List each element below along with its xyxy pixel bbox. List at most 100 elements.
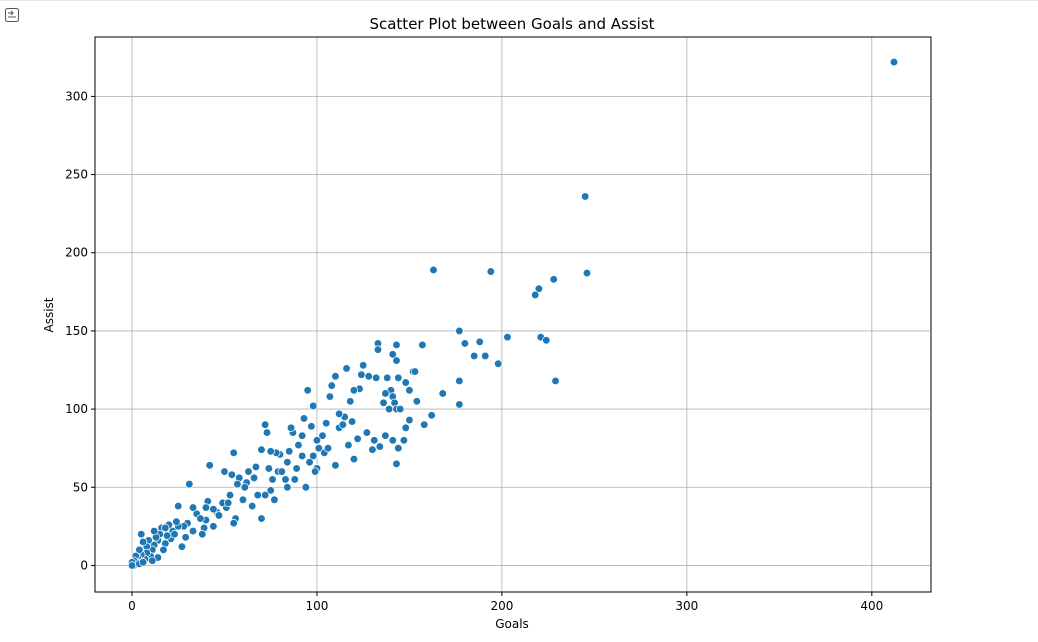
- scatter-point: [401, 423, 410, 432]
- scatter-point: [338, 420, 347, 429]
- scatter-point: [238, 495, 248, 504]
- scatter-point: [225, 490, 235, 500]
- scatter-point: [261, 420, 270, 429]
- scatter-point: [534, 284, 544, 293]
- scatter-point: [314, 444, 323, 453]
- scatter-point: [455, 376, 464, 386]
- scatter-point: [346, 397, 355, 406]
- scatter-point: [392, 459, 401, 468]
- scatter-point: [137, 530, 146, 539]
- x-tick-label: 300: [675, 599, 698, 613]
- scatter-point: [334, 409, 344, 418]
- scatter-point: [582, 268, 592, 278]
- scatter-point: [549, 275, 558, 284]
- scatter-point: [481, 351, 490, 361]
- scatter-point: [249, 473, 259, 483]
- scatter-point: [889, 57, 899, 67]
- scatter-point: [470, 351, 479, 361]
- scatter-point: [229, 448, 238, 458]
- scatter-point: [362, 428, 372, 437]
- scatter-point: [429, 265, 438, 275]
- scatter-point: [388, 436, 397, 445]
- scatter-point: [159, 545, 168, 554]
- scatter-point: [135, 545, 144, 554]
- scatter-point: [298, 451, 307, 461]
- scatter-point: [420, 420, 429, 429]
- y-tick-label: 0: [80, 558, 88, 572]
- scatter-point: [325, 392, 335, 401]
- scatter-point: [299, 414, 309, 423]
- scatter-point: [331, 372, 340, 381]
- scatter-point: [331, 461, 340, 470]
- scatter-point: [405, 415, 414, 425]
- scatter-point: [394, 444, 403, 453]
- scatter-point: [244, 467, 253, 476]
- scatter-point: [281, 475, 290, 484]
- scatter-point: [494, 359, 503, 368]
- scatter-point: [209, 522, 218, 531]
- scatter-point: [268, 475, 277, 484]
- scatter-point: [251, 462, 261, 472]
- scatter-point: [344, 440, 353, 450]
- scatter-point: [138, 558, 148, 567]
- scatter-point: [370, 436, 379, 445]
- scatter-point: [381, 389, 390, 398]
- scatter-point: [162, 531, 172, 540]
- scatter-point: [172, 517, 181, 526]
- scatter-point: [418, 340, 427, 350]
- scatter-point: [401, 378, 410, 387]
- x-tick-label: 100: [305, 599, 328, 613]
- scatter-point: [388, 350, 397, 359]
- scatter-point: [220, 467, 229, 476]
- scatter-point: [347, 417, 357, 426]
- scatter-point: [460, 339, 470, 348]
- scatter-point: [323, 444, 333, 453]
- scatter-point: [379, 398, 388, 407]
- scatter-point: [286, 423, 296, 432]
- scatter-point: [253, 490, 262, 500]
- scatter-point: [384, 404, 394, 414]
- scatter-point: [327, 381, 336, 390]
- y-axis-title: Assist: [42, 297, 56, 332]
- scatter-point: [229, 519, 238, 528]
- scatter-point: [233, 479, 242, 489]
- scatter-point: [170, 530, 179, 539]
- y-tick-label: 300: [65, 89, 88, 103]
- chart-title: Scatter Plot between Goals and Assist: [369, 15, 654, 33]
- plot-frame: [94, 36, 932, 593]
- scatter-point: [486, 267, 495, 276]
- scatter-point: [342, 364, 351, 373]
- scatter-point: [305, 458, 314, 467]
- scatter-point: [312, 436, 322, 445]
- scatter-point: [349, 454, 359, 464]
- cell-top-border: [0, 0, 1038, 1]
- scatter-point: [438, 389, 447, 398]
- scatter-point: [127, 561, 137, 570]
- grid-lines: [95, 37, 931, 592]
- scatter-point: [373, 345, 383, 354]
- scatter-point: [277, 467, 286, 476]
- scatter-point: [368, 445, 377, 454]
- scatter-point: [364, 372, 373, 381]
- scatter-point: [412, 397, 421, 406]
- axis-ticks: 0 100 200 300 400 0 50 100 150 200 250 300: [65, 89, 883, 613]
- scatter-point: [240, 483, 249, 492]
- output-collapse-icon[interactable]: [4, 6, 20, 24]
- scatter-point: [248, 501, 257, 511]
- scatter-point: [410, 367, 420, 376]
- y-tick-label: 150: [65, 324, 88, 338]
- scatter-point: [283, 458, 292, 467]
- scatter-point: [148, 556, 157, 565]
- scatter-point: [357, 370, 366, 379]
- y-tick-label: 200: [65, 246, 88, 260]
- x-tick-label: 200: [490, 599, 513, 613]
- scatter-point: [396, 404, 405, 414]
- scatter-point: [290, 475, 299, 484]
- scatter-point: [266, 486, 275, 495]
- scatter-point: [531, 290, 540, 300]
- scatter-point: [262, 428, 272, 437]
- scatter-point: [174, 501, 183, 511]
- y-tick-label: 250: [65, 168, 88, 182]
- x-tick-label: 0: [128, 599, 136, 613]
